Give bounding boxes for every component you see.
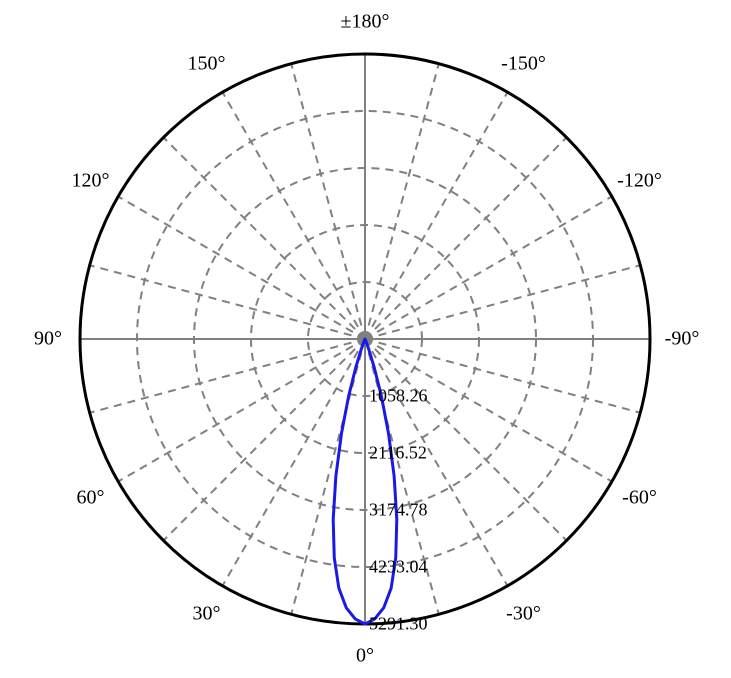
polar-chart: 0°30°60°90°120°150°±180°-150°-120°-90°-6… [0,0,731,678]
polar-chart-svg [0,0,731,678]
